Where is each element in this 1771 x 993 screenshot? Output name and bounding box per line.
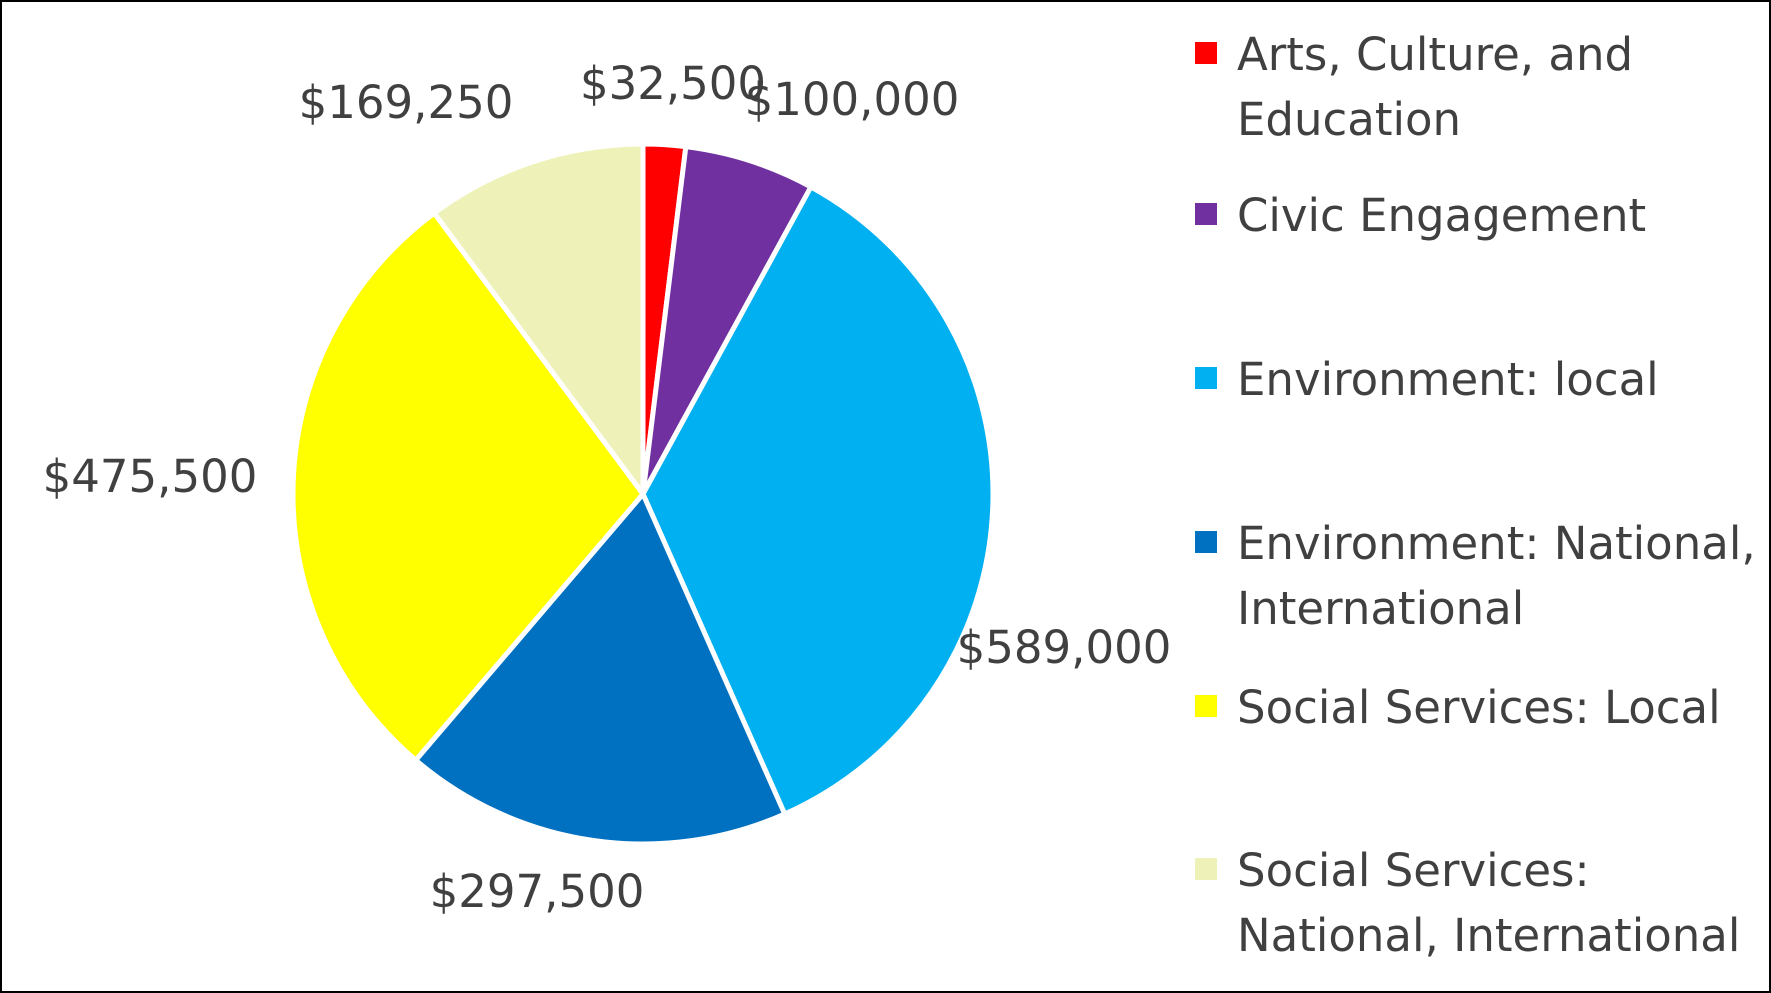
legend-item-social-national: Social Services: National, International [1195,838,1771,968]
data-label-civic: $100,000 [745,73,960,126]
data-label-environment-national: $297,500 [430,865,645,918]
legend: Arts, Culture, and Education Civic Engag… [1195,0,1765,993]
legend-swatch-social-national [1195,858,1217,880]
legend-label-social-national: Social Services: National, International [1237,844,1741,962]
data-label-social-local: $475,500 [43,450,258,503]
pie-slice-social-local [290,210,646,763]
legend-label-social-local: Social Services: Local [1237,681,1721,734]
legend-swatch-environment-local [1195,367,1217,389]
legend-item-social-local: Social Services: Local [1195,675,1771,740]
legend-swatch-civic [1195,203,1217,225]
data-label-environment-local: $589,000 [957,621,1172,674]
pie-slice-civic [640,144,814,497]
data-label-social-national: $169,250 [299,76,514,129]
legend-swatch-environment-national [1195,531,1217,553]
legend-item-arts: Arts, Culture, and Education [1195,22,1771,152]
legend-label-environment-national: Environment: National, International [1237,517,1756,635]
pie-slice-environment-national [413,491,788,847]
legend-label-civic: Civic Engagement [1237,189,1647,242]
legend-item-civic: Civic Engagement [1195,183,1771,248]
legend-item-environment-local: Environment: local [1195,347,1771,412]
pie-slice-social-national [431,141,646,497]
legend-swatch-social-local [1195,695,1217,717]
legend-label-arts: Arts, Culture, and Education [1237,28,1634,146]
pie-slices [290,141,996,847]
pie-data-labels: $32,500$100,000 $589,000 $297,500 $475,500 $… [43,57,1172,918]
pie-slice-environment-local [640,184,996,817]
data-label-arts: $32,500 [580,57,766,110]
legend-label-environment-local: Environment: local [1237,353,1659,406]
legend-swatch-arts [1195,42,1217,64]
legend-item-environment-national: Environment: National, International [1195,511,1771,641]
